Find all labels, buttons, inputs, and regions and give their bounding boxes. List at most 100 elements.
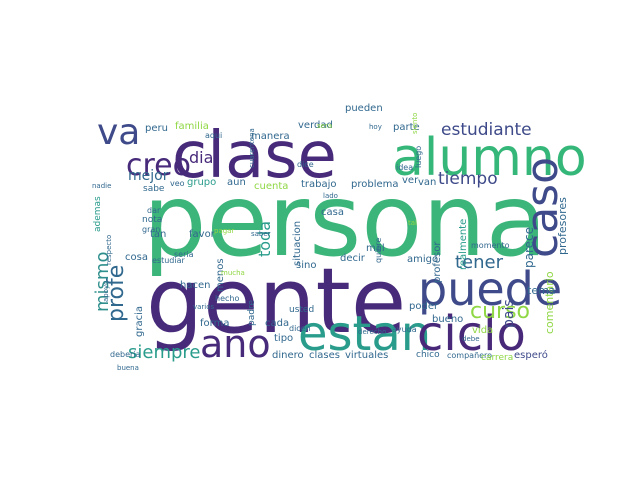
word-año: año xyxy=(200,322,271,366)
word-verdad: verdad xyxy=(298,120,333,131)
word-cosa: cosa xyxy=(125,252,148,263)
word-clase: clase xyxy=(172,119,337,193)
word-gran: gran xyxy=(142,225,160,234)
word-usted: usted xyxy=(289,305,314,315)
word-dicen: dicen xyxy=(289,324,311,333)
word-ayuda: ayuda xyxy=(392,325,417,334)
word-tipo: tipo xyxy=(274,333,293,344)
word-parece: parece xyxy=(522,227,536,268)
word-manera: manera xyxy=(251,131,290,142)
word-va: va xyxy=(97,112,140,153)
word-siempre: siempre xyxy=(128,342,201,363)
word-hacen: hacen xyxy=(180,280,210,291)
word-hecho: hecho xyxy=(215,294,239,303)
word-profesores: profesores xyxy=(556,197,569,255)
word-profesor: profesor xyxy=(432,241,443,283)
word-saber: saber xyxy=(251,230,271,238)
word-dice: dice xyxy=(297,160,314,169)
word-decir: decir xyxy=(340,253,366,264)
word-sera: sera xyxy=(317,122,332,130)
word-mal: mal xyxy=(366,243,385,254)
word-ver: ver xyxy=(402,175,419,186)
word-respecto: respecto xyxy=(105,235,113,265)
word-cuarentena: cuarentena xyxy=(248,128,256,168)
word-cada: cada xyxy=(265,318,289,329)
word-dia: dia xyxy=(189,148,213,167)
word-padre: padre xyxy=(247,300,257,326)
word-cuenta: cuenta xyxy=(254,181,288,192)
word-chico: chico xyxy=(416,350,440,360)
word-siento: siento xyxy=(411,113,419,134)
word-debería: debería xyxy=(110,350,141,359)
word-apoyo: apoyo xyxy=(102,281,110,302)
word-sabe: sabe xyxy=(143,184,165,194)
word-aqui: aqui xyxy=(205,131,222,140)
word-pais: pais xyxy=(501,299,517,328)
word-virtuales: virtuales xyxy=(345,350,388,361)
word-mismo: mismo xyxy=(92,252,113,312)
word-nota: nota xyxy=(142,215,162,225)
word-problema: problema xyxy=(351,179,399,190)
word-toda: toda xyxy=(255,221,274,257)
word-creo: creo xyxy=(126,148,191,183)
word-lado: lado xyxy=(323,192,338,200)
word-debe: debe xyxy=(462,335,480,343)
word-parte: parte xyxy=(393,122,420,133)
word-veo: veo xyxy=(170,179,185,188)
word-caso: caso xyxy=(517,157,568,258)
word-profe: profe xyxy=(104,265,129,322)
word-buena: buena xyxy=(117,364,139,372)
word-van: van xyxy=(418,177,436,188)
word-vida: vida xyxy=(472,325,493,336)
word-derecho: derecho xyxy=(358,328,386,336)
word-peru: peru xyxy=(145,123,168,134)
word-comentario: comentario xyxy=(543,271,556,334)
word-hoy: hoy xyxy=(369,123,382,131)
word-pagar: pagar xyxy=(214,227,234,235)
word-bueno: bueno xyxy=(432,314,463,325)
word-familia: familia xyxy=(175,121,209,132)
word-mucha: mucha xyxy=(221,269,245,277)
word-gente: gente xyxy=(146,249,406,354)
word-pueden: pueden xyxy=(345,103,383,114)
word-grupo: grupo xyxy=(187,177,216,188)
word-estudiar: estudiar xyxy=(152,256,186,265)
word-forma: forma xyxy=(200,318,229,329)
word-puede: puede xyxy=(418,262,562,316)
word-tener: tener xyxy=(455,252,504,273)
word-nadie: nadie xyxy=(92,182,111,190)
word-luego: luego xyxy=(414,146,423,168)
word-quiere: quiere xyxy=(374,238,383,263)
word-persona: persona xyxy=(143,162,547,279)
word-favor: favor xyxy=(189,229,216,240)
word-gracia: gracia xyxy=(134,306,145,337)
word-poder: poder xyxy=(409,301,439,312)
word-tiempo: tiempo xyxy=(438,169,498,189)
word-dar: dar xyxy=(147,206,161,215)
word-amigo: amigo xyxy=(407,254,438,265)
word-casa: casa xyxy=(321,207,344,218)
word-tal: tal xyxy=(408,219,417,227)
word-estudiante: estudiante xyxy=(441,120,532,140)
word-varios: varios xyxy=(193,303,215,311)
word-aun: aun xyxy=(227,177,246,188)
word-tema: tema xyxy=(527,284,556,297)
word-ademas: ademas xyxy=(93,196,103,232)
word-carrera: carrera xyxy=(481,353,513,363)
word-ciclo: ciclo xyxy=(417,306,526,362)
word-momento: momento xyxy=(471,241,510,250)
word-tan: tan xyxy=(150,229,166,240)
word-clases: clases xyxy=(309,350,340,361)
word-realmente: realmente xyxy=(458,219,469,270)
word-mejor: mejor xyxy=(128,168,169,184)
word-situacion: situacion xyxy=(292,221,303,266)
word-seria: seria xyxy=(174,250,194,259)
word-estan: estan xyxy=(298,306,431,362)
word-dinero: dinero xyxy=(272,350,304,361)
word-esperó: esperó xyxy=(514,349,548,361)
word-sino: sino xyxy=(296,260,316,271)
word-curso: curso xyxy=(470,299,530,324)
word-idea: idea xyxy=(396,163,413,172)
word-compañero: compañero xyxy=(447,351,492,360)
